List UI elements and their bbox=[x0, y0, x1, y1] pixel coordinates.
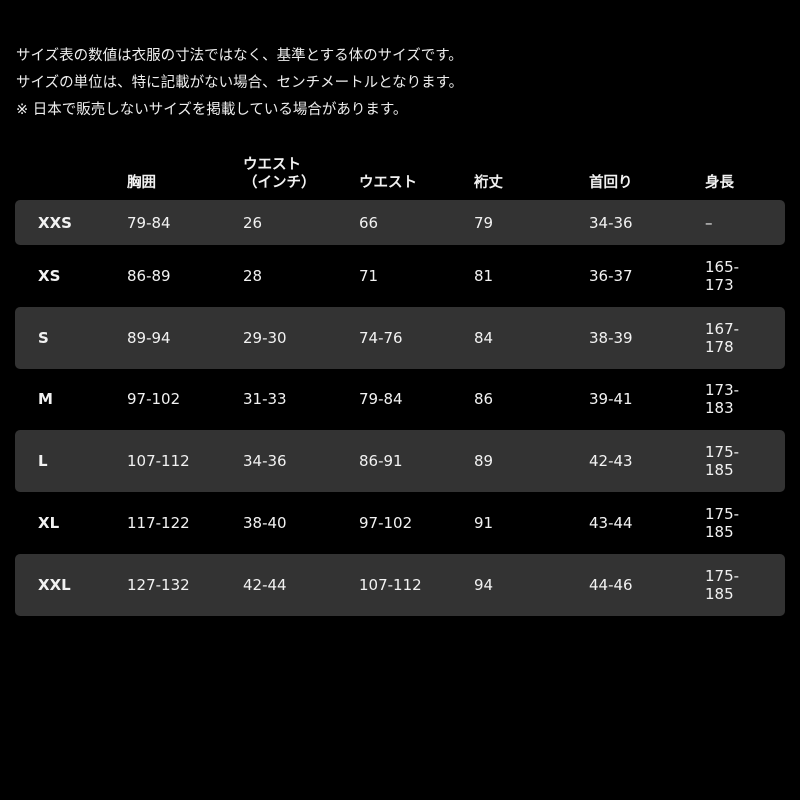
cell-waist: 79-84 bbox=[359, 390, 403, 409]
cell-waist-in: 38-40 bbox=[243, 514, 287, 533]
header-waist-inch: ウエスト （インチ） bbox=[243, 157, 316, 191]
cell-waist-in: 31-33 bbox=[243, 390, 287, 409]
table-header: 胸囲 ウエスト （インチ） ウエスト 裄丈 首回り 身長 bbox=[15, 148, 785, 200]
cell-neck: 39-41 bbox=[589, 390, 633, 409]
cell-height: 175- 185 bbox=[705, 566, 740, 603]
table-row: S 89-94 29-30 74-76 84 38-39 167- 178 bbox=[15, 306, 785, 369]
table-row: M 97-102 31-33 79-84 86 39-41 173- 183 bbox=[15, 369, 785, 431]
cell-neck: 36-37 bbox=[589, 266, 633, 285]
cell-waist: 66 bbox=[359, 213, 379, 232]
cell-waist-in: 42-44 bbox=[243, 575, 287, 594]
cell-sleeve: 91 bbox=[474, 514, 494, 533]
header-neck: 首回り bbox=[589, 175, 633, 191]
cell-sleeve: 89 bbox=[474, 452, 494, 471]
cell-chest: 89-94 bbox=[127, 328, 171, 347]
cell-sleeve: 86 bbox=[474, 390, 494, 409]
header-height: 身長 bbox=[705, 175, 734, 191]
cell-chest: 107-112 bbox=[127, 452, 190, 471]
table-row: XL 117-122 38-40 97-102 91 43-44 175- 185 bbox=[15, 492, 785, 554]
cell-neck: 34-36 bbox=[589, 213, 633, 232]
table-row: XXS 79-84 26 66 79 34-36 – bbox=[15, 200, 785, 245]
cell-chest: 86-89 bbox=[127, 266, 171, 285]
cell-sleeve: 81 bbox=[474, 266, 494, 285]
cell-sleeve: 84 bbox=[474, 328, 494, 347]
cell-height: 175- 185 bbox=[705, 505, 740, 542]
cell-size: L bbox=[38, 452, 48, 471]
cell-waist: 107-112 bbox=[359, 575, 422, 594]
cell-neck: 43-44 bbox=[589, 514, 633, 533]
cell-waist: 97-102 bbox=[359, 514, 413, 533]
cell-height: – bbox=[705, 213, 713, 232]
cell-height: 173- 183 bbox=[705, 381, 740, 418]
header-chest: 胸囲 bbox=[127, 175, 156, 191]
cell-waist-in: 26 bbox=[243, 213, 263, 232]
cell-neck: 38-39 bbox=[589, 328, 633, 347]
cell-size: XS bbox=[38, 266, 61, 285]
note-line: サイズの単位は、特に記載がない場合、センチメートルとなります。 bbox=[16, 75, 464, 91]
cell-size: S bbox=[38, 328, 49, 347]
size-notes: サイズ表の数値は衣服の寸法ではなく、基準とする体のサイズです。 サイズの単位は、… bbox=[16, 43, 463, 124]
cell-chest: 97-102 bbox=[127, 390, 181, 409]
cell-size: XXS bbox=[38, 213, 72, 232]
cell-waist: 86-91 bbox=[359, 452, 403, 471]
note-line: サイズ表の数値は衣服の寸法ではなく、基準とする体のサイズです。 bbox=[16, 48, 463, 64]
cell-chest: 117-122 bbox=[127, 514, 190, 533]
note-line: ※ 日本で販売しないサイズを掲載している場合があります。 bbox=[16, 102, 408, 118]
cell-neck: 42-43 bbox=[589, 452, 633, 471]
table-row: L 107-112 34-36 86-91 89 42-43 175- 185 bbox=[15, 430, 785, 493]
table-row: XS 86-89 28 71 81 36-37 165- 173 bbox=[15, 245, 785, 307]
cell-size: XL bbox=[38, 514, 60, 533]
cell-waist: 74-76 bbox=[359, 328, 403, 347]
cell-size: M bbox=[38, 390, 53, 409]
cell-waist-in: 34-36 bbox=[243, 452, 287, 471]
header-sleeve: 裄丈 bbox=[474, 175, 503, 191]
cell-height: 167- 178 bbox=[705, 319, 740, 356]
cell-waist: 71 bbox=[359, 266, 379, 285]
cell-waist-in: 28 bbox=[243, 266, 263, 285]
cell-height: 165- 173 bbox=[705, 257, 740, 294]
cell-height: 175- 185 bbox=[705, 443, 740, 480]
cell-chest: 79-84 bbox=[127, 213, 171, 232]
cell-waist-in: 29-30 bbox=[243, 328, 287, 347]
cell-size: XXL bbox=[38, 575, 71, 594]
cell-neck: 44-46 bbox=[589, 575, 633, 594]
cell-sleeve: 94 bbox=[474, 575, 494, 594]
header-waist: ウエスト bbox=[359, 175, 417, 191]
table-row: XXL 127-132 42-44 107-112 94 44-46 175- 185 bbox=[15, 553, 785, 616]
cell-sleeve: 79 bbox=[474, 213, 494, 232]
cell-chest: 127-132 bbox=[127, 575, 190, 594]
size-table: 胸囲 ウエスト （インチ） ウエスト 裄丈 首回り 身長 XXS 79-84 26 6… bbox=[15, 148, 785, 616]
